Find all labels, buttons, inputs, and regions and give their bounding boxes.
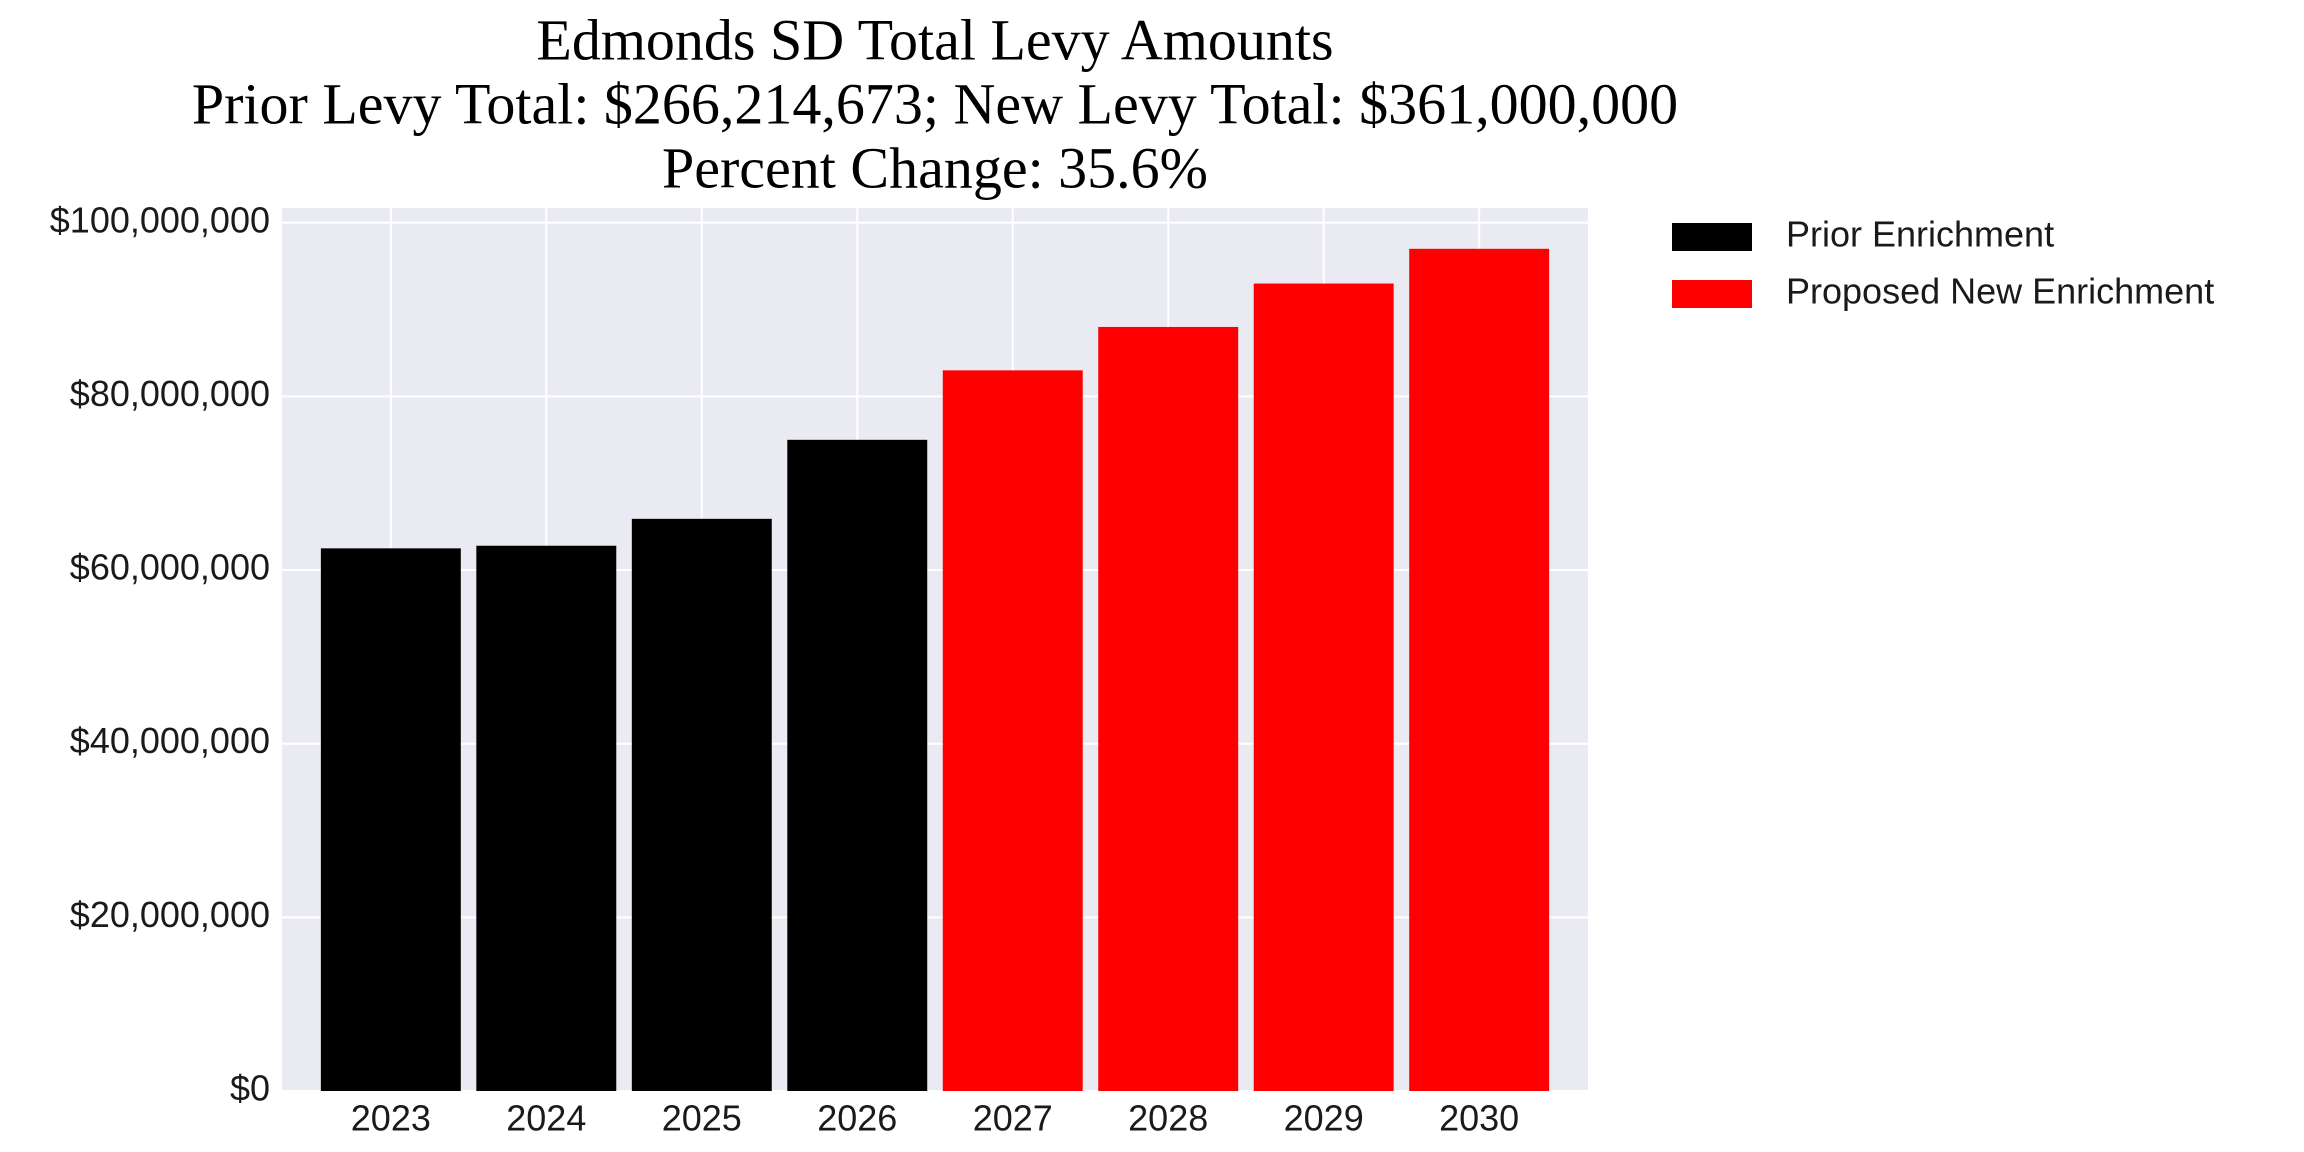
- bar: [787, 439, 928, 1091]
- bar: [320, 548, 461, 1091]
- legend-swatch: [1672, 280, 1752, 308]
- bar: [1409, 248, 1550, 1092]
- x-tick-label: 2023: [351, 1098, 431, 1139]
- x-tick-label: 2025: [662, 1098, 742, 1139]
- legend-label: Proposed New Enrichment: [1786, 271, 2214, 312]
- bar: [1253, 283, 1394, 1091]
- x-tick-label: 2027: [973, 1098, 1053, 1139]
- y-tick-label: $0: [230, 1068, 270, 1109]
- x-tick-label: 2030: [1439, 1098, 1519, 1139]
- chart-title: Edmonds SD Total Levy Amounts: [536, 7, 1333, 72]
- chart-title: Percent Change: 35.6%: [662, 135, 1208, 200]
- legend-swatch: [1672, 223, 1752, 251]
- bar: [1098, 326, 1239, 1092]
- y-tick-label: $20,000,000: [70, 894, 270, 935]
- y-tick-label: $100,000,000: [50, 199, 270, 240]
- x-tick-label: 2024: [506, 1098, 586, 1139]
- x-tick-label: 2026: [817, 1098, 897, 1139]
- bar: [942, 370, 1083, 1092]
- y-tick-label: $80,000,000: [70, 373, 270, 414]
- y-tick-label: $60,000,000: [70, 547, 270, 588]
- y-tick-label: $40,000,000: [70, 720, 270, 761]
- legend-label: Prior Enrichment: [1786, 214, 2054, 255]
- bar: [631, 518, 772, 1091]
- x-tick-label: 2029: [1284, 1098, 1364, 1139]
- x-tick-label: 2028: [1128, 1098, 1208, 1139]
- bar: [476, 545, 617, 1091]
- chart-title: Prior Levy Total: $266,214,673; New Levy…: [192, 71, 1678, 136]
